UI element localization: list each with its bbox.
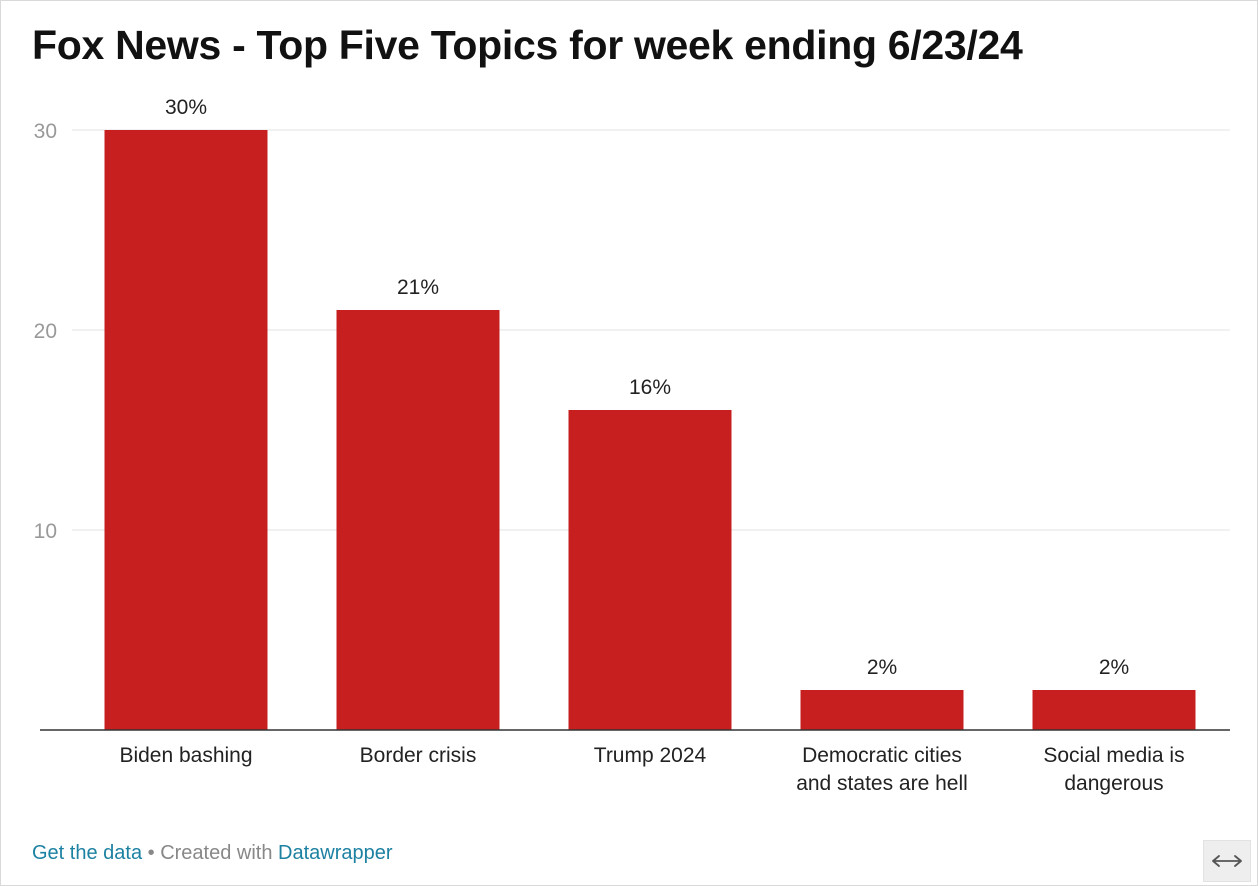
x-tick-label-line: dangerous	[1064, 772, 1163, 795]
x-tick-label-line: Social media is	[1043, 744, 1184, 767]
y-tick-label: 20	[34, 320, 57, 343]
bar-value-label: 2%	[867, 656, 897, 679]
y-tick-label: 10	[34, 520, 57, 543]
resize-button[interactable]	[1203, 840, 1251, 882]
footer: Get the data • Created with Datawrapper	[32, 842, 393, 865]
created-with-text: Created with	[160, 842, 279, 864]
bar	[104, 130, 268, 730]
footer-separator: •	[142, 842, 161, 864]
bar-chart: 10 20 30 30% Biden bashing 21% Border crisis 16…	[34, 96, 1230, 795]
bar-value-label: 21%	[397, 276, 439, 299]
bar	[800, 690, 964, 730]
arrows-horizontal-icon	[1212, 855, 1242, 867]
x-tick-label-line: Democratic cities	[802, 744, 962, 767]
x-tick-label-line: Border crisis	[360, 744, 477, 767]
x-tick-label: Border crisis	[360, 744, 477, 767]
bar-value-label: 2%	[1099, 656, 1129, 679]
bar-value-label: 16%	[629, 376, 671, 399]
bar	[1032, 690, 1196, 730]
chart-title: Fox News - Top Five Topics for week endi…	[32, 22, 1023, 68]
y-tick-label: 30	[34, 120, 57, 143]
x-tick-label: Biden bashing	[119, 744, 252, 767]
x-tick-label: Trump 2024	[594, 744, 707, 767]
datawrapper-link[interactable]: Datawrapper	[278, 842, 393, 864]
x-tick-label: Democratic cities and states are hell	[796, 744, 968, 795]
bar	[568, 410, 732, 730]
x-tick-label-line: and states are hell	[796, 772, 968, 795]
get-the-data-link[interactable]: Get the data	[32, 842, 143, 864]
bar-value-label: 30%	[165, 96, 207, 119]
x-tick-label-line: Trump 2024	[594, 744, 707, 767]
bar	[336, 310, 500, 730]
x-tick-label-line: Biden bashing	[119, 744, 252, 767]
x-tick-label: Social media is dangerous	[1043, 744, 1184, 795]
